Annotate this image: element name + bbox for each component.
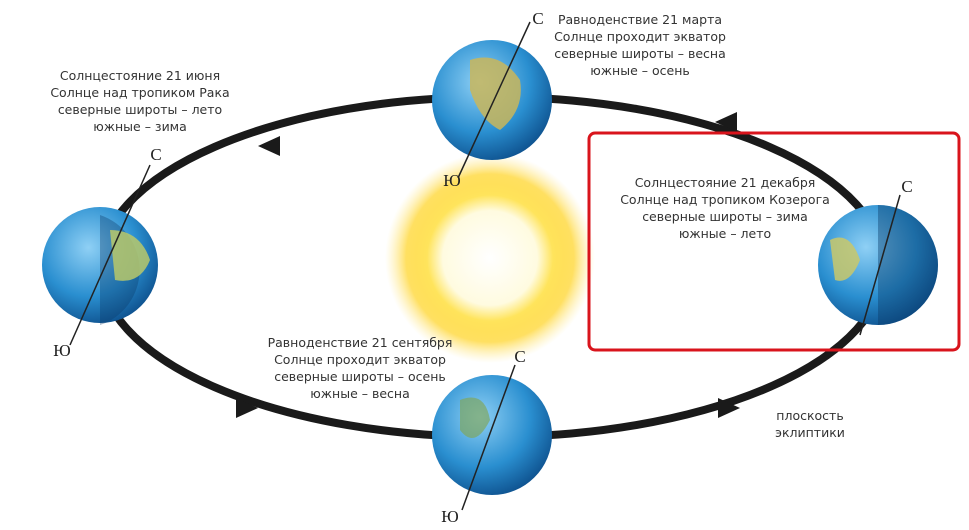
- caption-line: Солнцестояние 21 июня: [60, 68, 220, 83]
- caption-line: Солнце проходит экватор: [554, 29, 726, 44]
- caption-line: Солнце проходит экватор: [274, 352, 446, 367]
- pole-label: С: [150, 145, 161, 164]
- plane-label: плоскость: [776, 408, 843, 423]
- caption-line: Солнцестояние 21 декабря: [635, 175, 816, 190]
- plane-label: эклиптики: [775, 425, 845, 440]
- caption-line: южные – весна: [310, 386, 409, 401]
- caption-line: южные – лето: [679, 226, 771, 241]
- caption-line: Равноденствие 21 сентября: [268, 335, 453, 350]
- caption-line: северные широты – осень: [274, 369, 446, 384]
- caption-line: Равноденствие 21 марта: [558, 12, 722, 27]
- globe-september: [432, 364, 552, 511]
- globe-december: [818, 194, 938, 336]
- caption-line: Солнце над тропиком Козерога: [620, 192, 830, 207]
- caption-line: северные широты – весна: [554, 46, 726, 61]
- caption-line: южные – осень: [590, 63, 689, 78]
- caption-line: северные широты – зима: [642, 209, 808, 224]
- highlight-box: [587, 131, 961, 352]
- sun: [385, 153, 595, 363]
- caption-september: Равноденствие 21 сентября Солнце проходи…: [268, 335, 453, 401]
- caption-march: Равноденствие 21 марта Солнце проходит э…: [554, 12, 726, 78]
- orbit-arrows: [236, 112, 740, 418]
- caption-line: Солнце над тропиком Рака: [50, 85, 229, 100]
- caption-line: южные – зима: [93, 119, 187, 134]
- globe-june: [42, 164, 158, 346]
- pole-label: С: [532, 9, 543, 28]
- pole-label: Ю: [443, 171, 460, 190]
- globe-march: [432, 21, 552, 179]
- caption-december: Солнцестояние 21 декабря Солнце над троп…: [620, 175, 830, 241]
- pole-label: С: [901, 177, 912, 196]
- pole-label: Ю: [441, 507, 458, 526]
- pole-label: Ю: [53, 341, 70, 360]
- caption-june: Солнцестояние 21 июня Солнце над тропико…: [50, 68, 229, 134]
- caption-line: северные широты – лето: [58, 102, 222, 117]
- pole-label: С: [514, 347, 525, 366]
